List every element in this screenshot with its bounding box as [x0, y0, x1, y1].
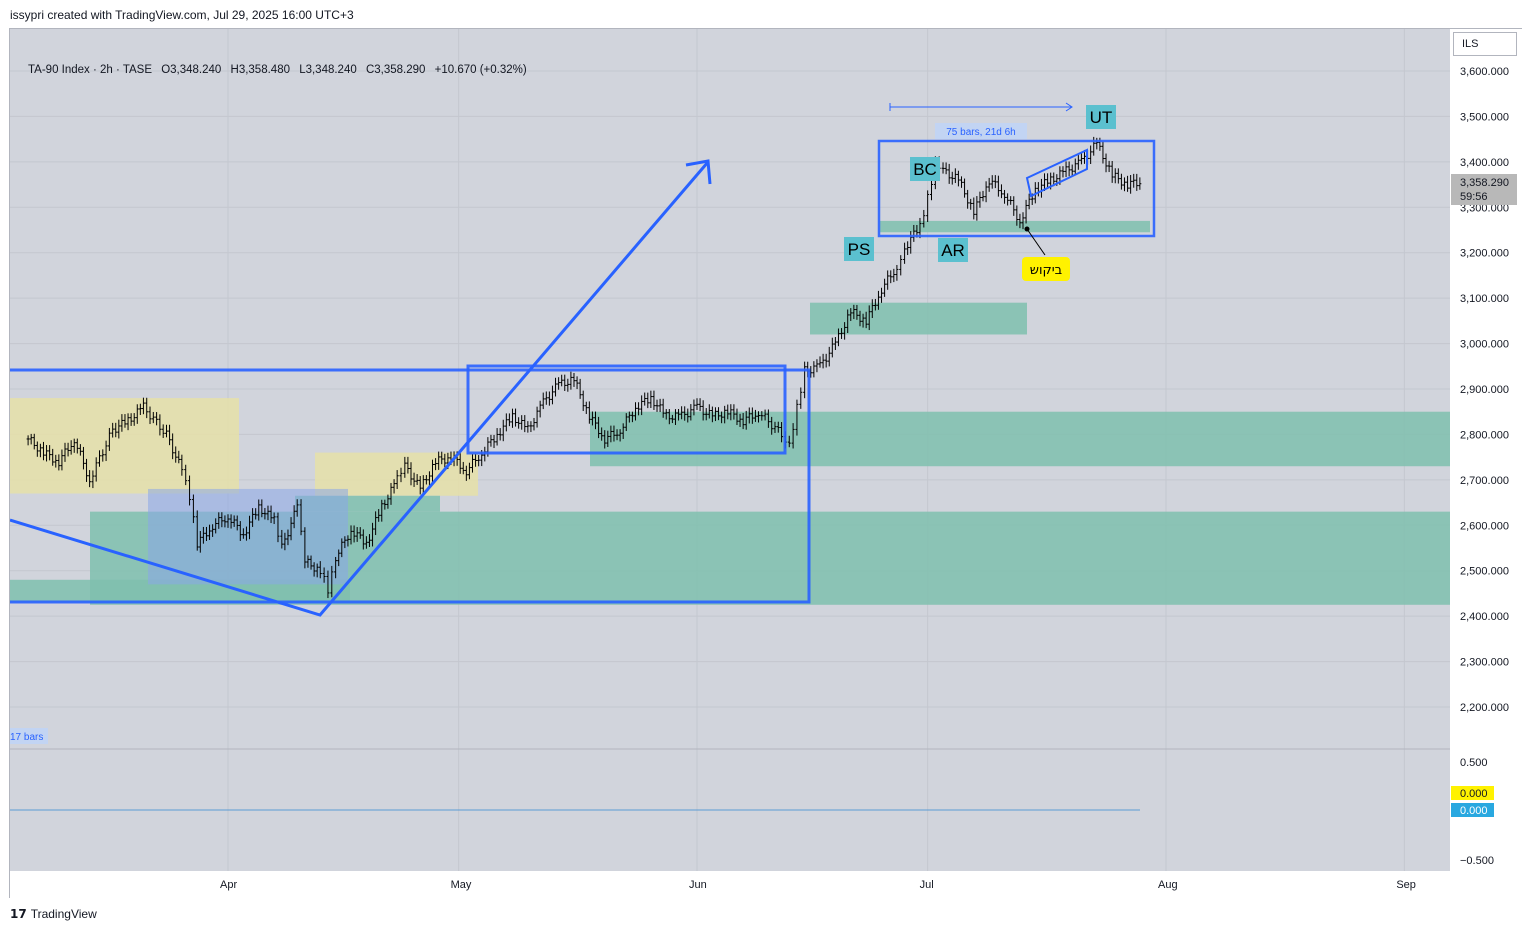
tradingview-icon: 17: [10, 907, 27, 921]
oscillator-value-blue-bg: [1451, 803, 1494, 817]
range-rectangle: [10, 368, 811, 604]
wyckoff-labels: PS BC AR UT ביקוש: [844, 105, 1116, 281]
chart-attribution: issypri created with TradingView.com, Ju…: [10, 8, 354, 22]
tradingview-logo-text: TradingView: [30, 907, 97, 921]
note-text: ביקוש: [1030, 263, 1062, 278]
currency-button[interactable]: ILS: [1453, 32, 1517, 56]
price-tick-label: 2,500.000: [1460, 566, 1509, 578]
measure-label-bg: [935, 123, 1027, 139]
price-tick-label: 3,100.000: [1460, 293, 1509, 305]
wyckoff-label-bg: [910, 157, 940, 181]
trend-arrow: [10, 161, 710, 617]
time-tick-label: Apr: [220, 879, 237, 891]
price-bars: [26, 136, 1142, 599]
legend-symbol: TA-90 Index · 2h · TASE: [28, 64, 152, 76]
price-marker-bg: [1451, 174, 1517, 205]
time-tick-label: May: [451, 879, 472, 891]
legend-change: +10.670 (+0.32%): [434, 64, 527, 76]
chart-panel[interactable]: 75 bars, 21d 6h 17 bars PS BC AR UT ביקוש 3,6…: [9, 28, 1523, 899]
rising-channel: [1025, 148, 1088, 198]
price-tick-label: 3,500.000: [1460, 111, 1509, 123]
oscillator-value-yellow-bg: [1451, 786, 1494, 800]
note-anchor-dot: [1024, 226, 1030, 232]
oscillator-value-blue: 0.000: [1460, 805, 1488, 817]
price-tick-label: 2,300.000: [1460, 657, 1509, 669]
oscillator-value-yellow: 0.000: [1460, 788, 1488, 800]
note-bg: [1022, 257, 1070, 281]
drawings: 75 bars, 21d 6h 17 bars: [10, 102, 1156, 744]
measure-label-bottom: 17 bars: [10, 732, 43, 743]
price-tick-label: 2,900.000: [1460, 384, 1509, 396]
time-tick-label: Jun: [689, 879, 707, 891]
distribution-rectangle: [877, 139, 1156, 238]
axes: 3,600.000 3,500.000 3,400.000 3,300.000 3,20…: [10, 29, 1523, 899]
wyckoff-label: AR: [941, 241, 965, 260]
price-tick-label: 3,200.000: [1460, 248, 1509, 260]
arrow-head: [685, 159, 712, 185]
wyckoff-label: BC: [913, 160, 937, 179]
wyckoff-label-bg: [1086, 105, 1116, 129]
price-chart[interactable]: 75 bars, 21d 6h 17 bars PS BC AR UT ביקוש 3,6…: [10, 29, 1523, 899]
symbol-legend: TA-90 Index · 2h · TASE O3,348.240 H3,35…: [28, 64, 533, 76]
oscillator-tick-label: 0.500: [1460, 757, 1488, 769]
demand-zone: [880, 220, 1150, 233]
price-marker-value: 3,358.290: [1460, 177, 1509, 189]
wyckoff-label-bg: [844, 237, 874, 261]
time-tick-label: Jul: [920, 879, 934, 891]
price-tick-label: 2,400.000: [1460, 611, 1509, 623]
legend-open: O3,348.240: [161, 64, 222, 76]
demand-zone: [590, 411, 1450, 467]
measure-label-bg: [10, 728, 48, 744]
consolidation-rectangle: [466, 364, 787, 455]
price-marker-countdown: 59:56: [1460, 191, 1488, 203]
legend-high: H3,358.480: [230, 64, 290, 76]
oscillator-tick-label: −0.500: [1460, 855, 1494, 867]
zones: [10, 220, 1450, 605]
demand-zone: [810, 302, 1027, 335]
time-tick-label: Aug: [1158, 879, 1178, 891]
price-tick-label: 2,800.000: [1460, 429, 1509, 441]
wyckoff-label-bg: [938, 238, 968, 262]
legend-close: C3,358.290: [365, 64, 426, 76]
measure-label-top: 75 bars, 21d 6h: [946, 127, 1016, 138]
legend-low: L3,348.240: [299, 64, 357, 76]
wyckoff-label: UT: [1090, 108, 1113, 127]
price-tick-label: 3,400.000: [1460, 157, 1509, 169]
time-axis: [10, 871, 1523, 899]
note-pointer: [1026, 228, 1046, 256]
tradingview-logo: 17 TradingView: [10, 907, 97, 921]
price-tick-label: 2,700.000: [1460, 475, 1509, 487]
blue-range-zone: [148, 488, 348, 585]
yellow-zone: [10, 398, 239, 494]
time-tick-label: Sep: [1396, 879, 1416, 891]
price-tick-label: 3,600.000: [1460, 66, 1509, 78]
measure-arrow-icon: [1065, 102, 1073, 112]
price-tick-label: 3,000.000: [1460, 339, 1509, 351]
wyckoff-label: PS: [848, 240, 871, 259]
price-tick-label: 2,200.000: [1460, 702, 1509, 714]
price-tick-label: 2,600.000: [1460, 520, 1509, 532]
price-tick-label: 3,300.000: [1460, 202, 1509, 214]
